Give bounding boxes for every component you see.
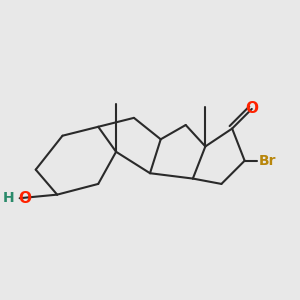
Text: Br: Br [259,154,277,168]
Text: O: O [19,191,32,206]
Text: H: H [2,191,14,205]
Text: O: O [245,101,258,116]
